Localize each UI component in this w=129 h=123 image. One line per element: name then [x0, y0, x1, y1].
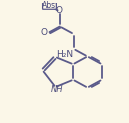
Text: O: O — [56, 6, 63, 15]
Text: NH: NH — [51, 85, 64, 94]
Text: Abs: Abs — [42, 1, 57, 10]
Text: O: O — [41, 28, 48, 37]
Text: H₂N: H₂N — [56, 50, 73, 59]
FancyBboxPatch shape — [43, 3, 56, 9]
